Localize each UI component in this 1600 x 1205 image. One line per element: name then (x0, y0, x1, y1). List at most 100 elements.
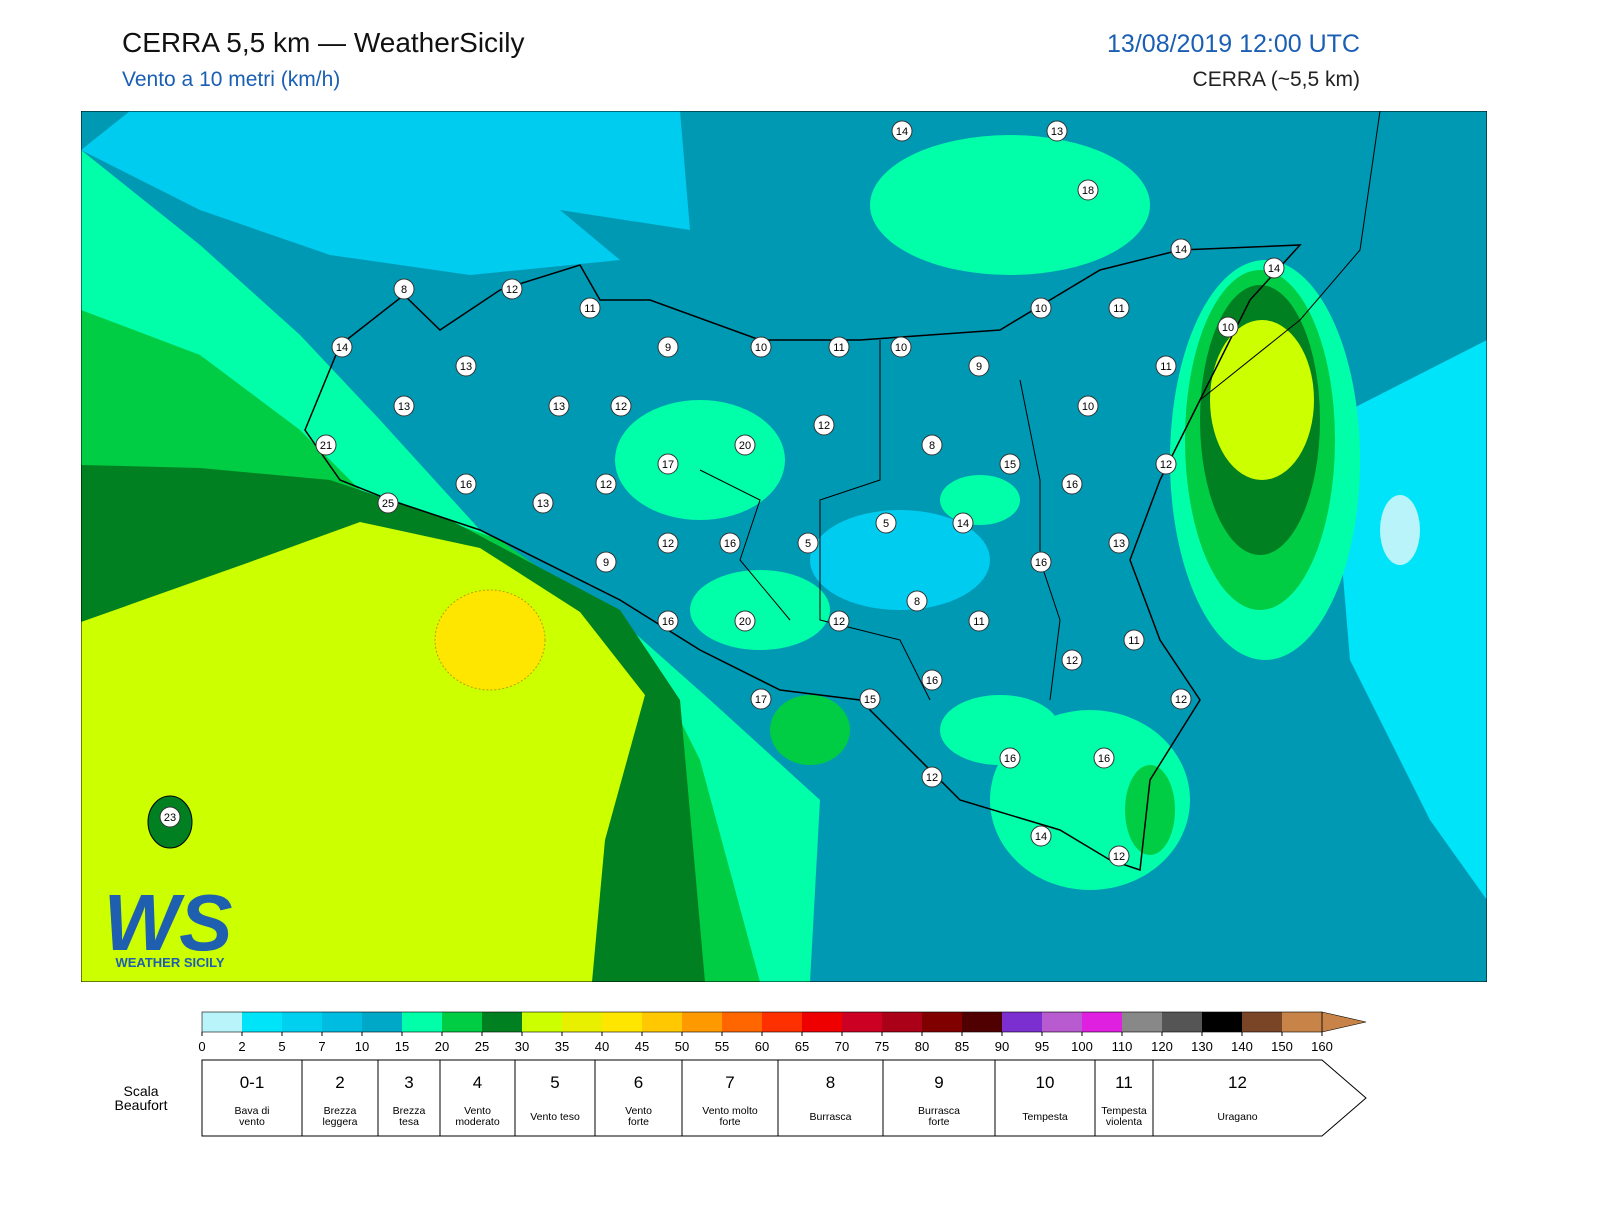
colorbar-tick-label: 140 (1231, 1039, 1253, 1054)
colorbar-tick-label: 85 (955, 1039, 969, 1054)
beaufort-label: violenta (1106, 1116, 1142, 1128)
station-value: 12 (600, 479, 612, 491)
colorbar-tick-label: 160 (1311, 1039, 1333, 1054)
station-value: 8 (929, 440, 935, 452)
station-marker (455, 355, 477, 377)
beaufort-force: 12 (1228, 1073, 1247, 1092)
station-value: 16 (926, 675, 938, 687)
station-marker (1155, 355, 1177, 377)
station-value: 9 (976, 361, 982, 373)
beaufort-force: 10 (1036, 1073, 1055, 1092)
station-marker (159, 806, 181, 828)
beaufort-title: Scala (123, 1083, 158, 1099)
station-value: 16 (460, 479, 472, 491)
station-marker (501, 278, 523, 300)
station-value: 14 (957, 518, 969, 530)
beaufort-label: Vento (464, 1105, 491, 1117)
colorbar-segment (442, 1012, 482, 1032)
colorbar-tick-label: 40 (595, 1039, 609, 1054)
subtitle: Vento a 10 metri (km/h) (122, 68, 340, 91)
station-value: 17 (662, 459, 674, 471)
station-marker (1108, 297, 1130, 319)
station-marker (1030, 551, 1052, 573)
station-marker (315, 434, 337, 456)
station-marker (595, 473, 617, 495)
station-value: 8 (401, 284, 407, 296)
station-marker (657, 610, 679, 632)
station-value: 11 (973, 616, 984, 628)
colorbar-segment (1162, 1012, 1202, 1032)
station-value: 13 (537, 498, 549, 510)
beaufort-label: moderato (455, 1116, 500, 1128)
station-marker (455, 473, 477, 495)
colorbar-segment (882, 1012, 922, 1032)
colorbar-segment (682, 1012, 722, 1032)
station-marker (1170, 238, 1192, 260)
colorbar-segment (202, 1012, 242, 1032)
colorbar-tick-label: 65 (795, 1039, 809, 1054)
colorbar-segment (322, 1012, 362, 1032)
station-value: 14 (1268, 263, 1280, 275)
colorbar-extend (1321, 1011, 1367, 1033)
colorbar-tick-label: 60 (755, 1039, 769, 1054)
station-marker (1155, 453, 1177, 475)
station-marker (828, 610, 850, 632)
station-marker (906, 590, 928, 612)
station-value: 12 (1160, 459, 1172, 471)
station-marker (734, 610, 756, 632)
colorbar-segment (522, 1012, 562, 1032)
beaufort-label: Burrasca (918, 1105, 960, 1117)
station-value: 12 (615, 401, 627, 413)
station-value: 12 (506, 284, 518, 296)
station-marker (968, 355, 990, 377)
station-marker (610, 395, 632, 417)
colorbar-tick-label: 75 (875, 1039, 889, 1054)
station-marker (1217, 316, 1239, 338)
beaufort-force: 6 (634, 1073, 643, 1092)
station-marker (1077, 179, 1099, 201)
station-value: 9 (603, 557, 609, 569)
colorbar-segment (1082, 1012, 1122, 1032)
beaufort-force: 11 (1115, 1073, 1133, 1092)
station-marker (579, 297, 601, 319)
colorbar-tick-label: 45 (635, 1039, 649, 1054)
beaufort-label: forte (928, 1116, 949, 1128)
colorbar-segment (402, 1012, 442, 1032)
beaufort-label: Bava di (234, 1105, 269, 1117)
colorbar-segment (602, 1012, 642, 1032)
station-value: 10 (1035, 303, 1047, 315)
station-value: 12 (1175, 694, 1187, 706)
beaufort-force: 2 (335, 1073, 344, 1092)
colorbar-tick-label: 50 (675, 1039, 689, 1054)
colorbar-tick-label: 90 (995, 1039, 1009, 1054)
colorbar-tick-label: 80 (915, 1039, 929, 1054)
beaufort-force: 7 (725, 1073, 734, 1092)
colorbar-segment (762, 1012, 802, 1032)
station-marker (1046, 120, 1068, 142)
colorbar-segment (1122, 1012, 1162, 1032)
colorbar-segment (842, 1012, 882, 1032)
colorbar-tick-label: 70 (835, 1039, 849, 1054)
station-value: 14 (1035, 831, 1047, 843)
station-marker (1030, 297, 1052, 319)
station-marker (1170, 688, 1192, 710)
beaufort-label: Tempesta (1101, 1105, 1147, 1117)
colorbar-segment (482, 1012, 522, 1032)
beaufort-label: forte (628, 1116, 649, 1128)
colorbar-segment (922, 1012, 962, 1032)
station-value: 20 (739, 616, 751, 628)
beaufort-force: 0-1 (240, 1073, 265, 1092)
colorbar-tick-label: 7 (318, 1039, 325, 1054)
colorbar-tick-label: 25 (475, 1039, 489, 1054)
beaufort-label: Burrasca (809, 1111, 851, 1123)
station-marker (828, 336, 850, 358)
beaufort-label: Tempesta (1022, 1111, 1068, 1123)
station-marker (393, 278, 415, 300)
station-value: 11 (1113, 303, 1124, 315)
station-value: 9 (665, 342, 671, 354)
beaufort-label: Vento (625, 1105, 652, 1117)
station-marker (797, 532, 819, 554)
beaufort-label: tesa (399, 1116, 419, 1128)
colorbar-tick-label: 100 (1071, 1039, 1093, 1054)
station-value: 11 (1128, 635, 1139, 647)
